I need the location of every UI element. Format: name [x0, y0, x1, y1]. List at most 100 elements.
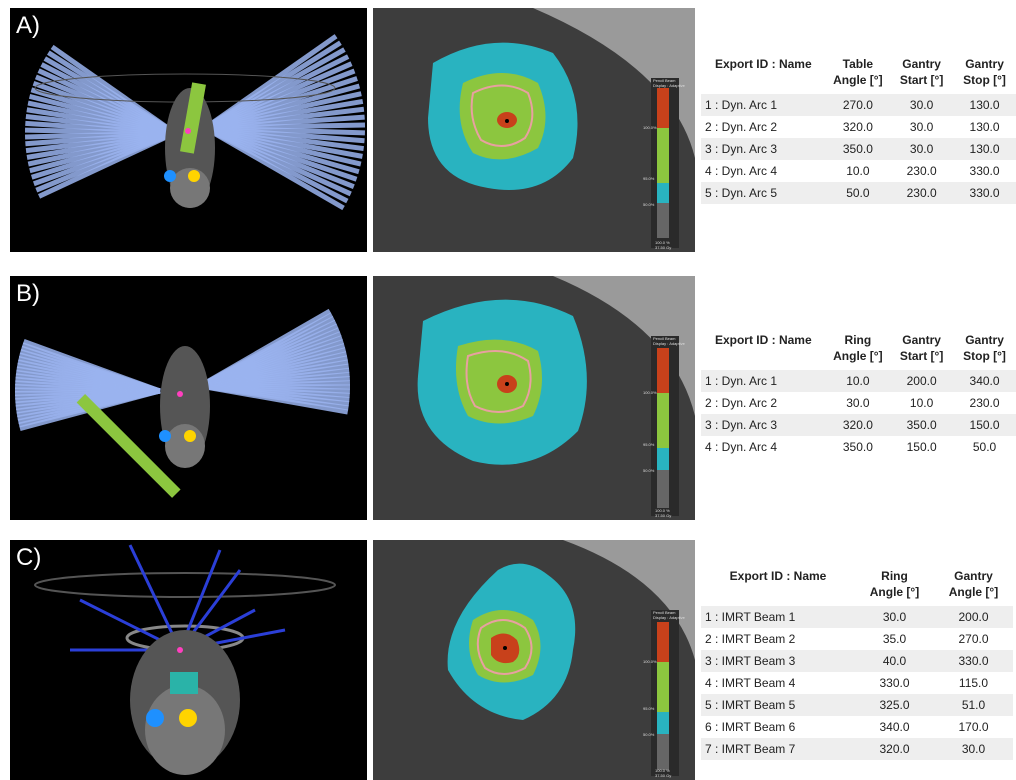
table-cell: 4 : IMRT Beam 4: [701, 672, 855, 694]
table-cell: 30.0: [890, 138, 954, 160]
colorbar-tick: 100.0%: [643, 390, 657, 395]
table-cell: 350.0: [890, 414, 954, 436]
imrt-beam-render-c: [34, 544, 336, 775]
beam-ray: [50, 44, 177, 136]
table-cell: 130.0: [953, 138, 1016, 160]
skull-bone-region: [533, 8, 695, 158]
table-row: 5 : IMRT Beam 5 325.0 51.0: [701, 694, 1013, 716]
beam-table-b: Export ID : Name Ring Angle [°] Gantry Sta…: [701, 332, 1016, 458]
dose-colorbar: Pencil Beam Display : Adaptive 100.0% 95…: [643, 610, 686, 778]
target-contour: [476, 619, 533, 675]
colorbar-tick: 50.0%: [643, 732, 655, 737]
table-cell: 51.0: [934, 694, 1013, 716]
ct-dose-view-a: Pencil Beam Display : Adaptive 100.0% 95…: [373, 8, 695, 252]
column-header: Gantry Start [°]: [899, 333, 944, 363]
right-eye-structure: [188, 170, 200, 182]
colorbar-tick: 50.0%: [643, 468, 655, 473]
table-cell: 230.0: [890, 182, 954, 204]
arc-beam-render-a: [24, 34, 366, 211]
isocenter-marker: [177, 647, 183, 653]
table-cell: 340.0: [953, 370, 1016, 392]
colorbar-title-2: Display : Adaptive: [653, 615, 686, 620]
table-cell: 50.0: [825, 182, 891, 204]
table-cell: 4 : Dyn. Arc 4: [701, 436, 826, 458]
table-cell: 350.0: [825, 138, 891, 160]
beam-ray: [22, 339, 161, 394]
table-cell: 10.0: [890, 392, 954, 414]
colorbar-title-2: Display : Adaptive: [653, 341, 686, 346]
table-row: 5 : Dyn. Arc 5 50.0 230.0 330.0: [701, 182, 1016, 204]
colorbar-footer-1: 100.0 %: [655, 240, 670, 245]
beam-arrangement-view-c: C): [10, 540, 367, 780]
table-header-row: Export ID : Name Table Angle [°] Gantry St…: [701, 56, 1016, 94]
column-header: Ring Angle [°]: [833, 333, 883, 363]
patient-skull-model: [145, 685, 225, 775]
colorbar-footer-1: 100.0 %: [655, 768, 670, 773]
dose-distribution-b: Pencil Beam Display : Adaptive 100.0% 95…: [373, 276, 695, 520]
table-cell: 200.0: [890, 370, 954, 392]
table-cell: 320.0: [825, 116, 891, 138]
dose-distribution-c: Pencil Beam Display : Adaptive 100.0% 95…: [373, 540, 695, 780]
table-row: 3 : Dyn. Arc 3 350.0 30.0 130.0: [701, 138, 1016, 160]
column-header: Export ID : Name: [714, 333, 812, 347]
table-cell: 2 : Dyn. Arc 2: [701, 392, 826, 414]
table-cell: 170.0: [934, 716, 1013, 738]
arc-beam-render-b: [14, 308, 351, 498]
table-cell: 4 : Dyn. Arc 4: [701, 160, 826, 182]
beam-table-a: Export ID : Name Table Angle [°] Gantry St…: [701, 56, 1016, 204]
table-cell: 40.0: [855, 650, 934, 672]
left-arc-fan-a: [24, 44, 177, 199]
table-header-row: Export ID : Name Ring Angle [°] Gantry Sta…: [701, 332, 1016, 370]
colorbar-tick: 95.0%: [643, 176, 655, 181]
table-cell: 130.0: [953, 94, 1016, 116]
table-cell: 150.0: [890, 436, 954, 458]
table-cell: 320.0: [855, 738, 934, 760]
table-cell: 30.0: [934, 738, 1013, 760]
table-cell: 1 : Dyn. Arc 1: [701, 94, 826, 116]
table-cell: 3 : Dyn. Arc 3: [701, 138, 826, 160]
target-structure: [170, 672, 198, 694]
table-cell: 35.0: [855, 628, 934, 650]
column-header: Gantry Start [°]: [899, 57, 944, 87]
isocenter-marker: [185, 128, 191, 134]
colorbar-tick: 95.0%: [643, 442, 655, 447]
isocenter-marker: [177, 391, 183, 397]
beam-arrangement-view-b: B): [10, 276, 367, 520]
colorbar-footer-2: 37.50 Gy: [655, 513, 671, 518]
table-cell: 6 : IMRT Beam 6: [701, 716, 855, 738]
colorbar-tick: 95.0%: [643, 706, 655, 711]
left-eye-structure: [164, 170, 176, 182]
column-header: Gantry Stop [°]: [963, 333, 1006, 363]
panel-label: A): [16, 12, 40, 39]
column-header: Export ID : Name: [729, 569, 827, 583]
table-row: 3 : Dyn. Arc 3 320.0 350.0 150.0: [701, 414, 1016, 436]
ct-dose-view-b: Pencil Beam Display : Adaptive 100.0% 95…: [373, 276, 695, 520]
table-row: 4 : IMRT Beam 4 330.0 115.0: [701, 672, 1013, 694]
table-cell: 350.0: [825, 436, 891, 458]
table-cell: 330.0: [953, 182, 1016, 204]
beam-parameter-table: Export ID : Name Ring Angle [°] Gantry Sta…: [701, 332, 1016, 458]
table-cell: 325.0: [855, 694, 934, 716]
arc-plane: [180, 82, 206, 154]
table-row: 2 : Dyn. Arc 2 320.0 30.0 130.0: [701, 116, 1016, 138]
right-eye-structure: [184, 430, 196, 442]
table-cell: 5 : IMRT Beam 5: [701, 694, 855, 716]
table-cell: 30.0: [890, 116, 954, 138]
table-row: 4 : Dyn. Arc 4 10.0 230.0 330.0: [701, 160, 1016, 182]
left-eye-structure: [146, 709, 164, 727]
table-cell: 320.0: [825, 414, 891, 436]
isocenter-point: [505, 119, 509, 123]
target-contour: [465, 350, 532, 413]
colorbar-footer-2: 37.50 Gy: [655, 245, 671, 250]
colorbar-tick: 100.0%: [643, 659, 657, 664]
table-row: 3 : IMRT Beam 3 40.0 330.0: [701, 650, 1013, 672]
dose-colorbar: Pencil Beam Display : Adaptive 100.0% 95…: [643, 336, 686, 518]
table-cell: 230.0: [953, 392, 1016, 414]
colorbar-title-1: Pencil Beam: [653, 336, 676, 341]
table-cell: 2 : Dyn. Arc 2: [701, 116, 826, 138]
beam-ray: [199, 383, 349, 415]
panel-label: B): [16, 280, 40, 307]
colorbar-footer-1: 100.0 %: [655, 508, 670, 513]
table-cell: 150.0: [953, 414, 1016, 436]
dose-distribution-a: Pencil Beam Display : Adaptive 100.0% 95…: [373, 8, 695, 252]
